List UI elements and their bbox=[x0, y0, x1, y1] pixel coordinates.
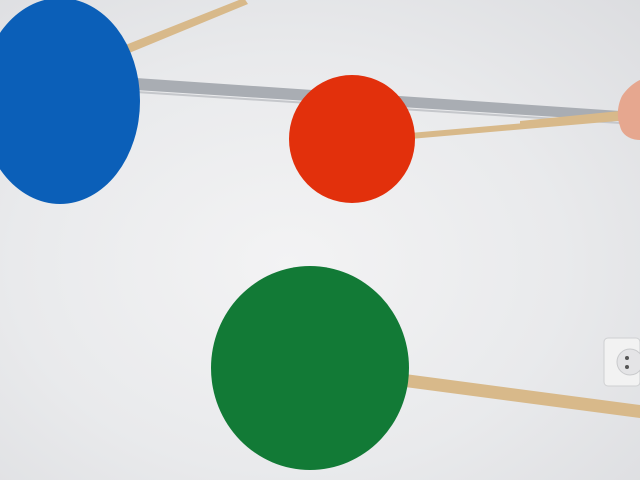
red-disc bbox=[289, 75, 415, 203]
power-outlet-hole-right bbox=[625, 365, 629, 369]
power-outlet-hole-left bbox=[625, 356, 629, 360]
green-disc bbox=[211, 266, 409, 470]
wooden-stick-red bbox=[410, 113, 640, 139]
hand bbox=[617, 80, 640, 140]
wooden-stick-top bbox=[118, 0, 248, 56]
blue-disc bbox=[0, 0, 140, 204]
wooden-stick-red-2 bbox=[520, 109, 640, 125]
power-outlet-socket bbox=[616, 348, 640, 376]
wooden-stick-green bbox=[405, 374, 640, 418]
power-outlet bbox=[603, 337, 640, 387]
